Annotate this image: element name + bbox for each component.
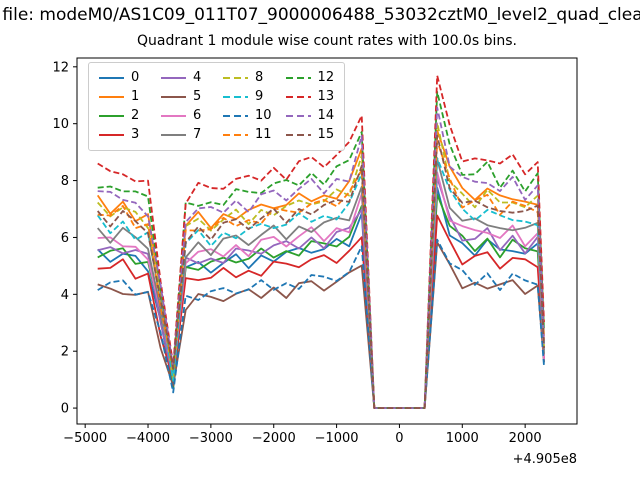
- legend-item-12: 12: [285, 69, 335, 87]
- legend-sample-line: [99, 134, 124, 136]
- legend-item-10: 10: [223, 107, 272, 125]
- legend-item-13: 13: [285, 88, 335, 106]
- series-line-4: [97, 177, 545, 410]
- legend-item-7: 7: [161, 126, 209, 144]
- legend-item-label: 2: [131, 108, 140, 123]
- legend-sample-line: [161, 134, 186, 136]
- legend-item-5: 5: [161, 88, 209, 106]
- legend-item-15: 15: [285, 126, 335, 144]
- series-line-5: [97, 241, 545, 410]
- legend-sample-line: [285, 96, 311, 98]
- series-line-13: [97, 74, 545, 410]
- y-tick-label: 8: [61, 174, 69, 189]
- legend-sample-line: [285, 77, 311, 79]
- legend-item-3: 3: [99, 126, 147, 144]
- legend-item-1: 1: [99, 88, 147, 106]
- suptitle: a file: modeM0/AS1C09_011T07_9000006488_…: [0, 5, 640, 25]
- legend-sample-line: [223, 96, 248, 98]
- legend-item-2: 2: [99, 107, 147, 125]
- legend-item-label: 14: [317, 108, 335, 123]
- y-tick-label: 0: [61, 402, 69, 417]
- legend-item-label: 7: [193, 127, 202, 142]
- legend-sample-line: [223, 115, 248, 117]
- legend-sample-line: [99, 96, 124, 98]
- legend-item-14: 14: [285, 107, 335, 125]
- legend-item-label: 15: [317, 127, 335, 142]
- legend-item-8: 8: [223, 69, 272, 87]
- legend-item-label: 3: [131, 127, 140, 142]
- legend-item-label: 8: [255, 70, 264, 85]
- series-line-15: [97, 134, 545, 410]
- legend-item-label: 6: [193, 108, 202, 123]
- legend-item-label: 5: [193, 89, 202, 104]
- x-tick-label: −5000: [63, 431, 107, 446]
- legend-sample-line: [161, 77, 186, 79]
- legend-sample-line: [285, 134, 311, 136]
- legend-sample-line: [99, 115, 124, 117]
- series-line-6: [97, 171, 545, 410]
- legend-sample-line: [285, 115, 311, 117]
- legend-item-4: 4: [161, 69, 209, 87]
- legend-item-label: 11: [255, 127, 272, 142]
- x-tick-label: −1000: [315, 431, 359, 446]
- x-tick-label: 1000: [446, 431, 479, 446]
- series-line-2: [97, 193, 545, 410]
- y-tick-label: 6: [61, 231, 69, 246]
- legend-sample-line: [223, 134, 248, 136]
- y-tick-label: 2: [61, 345, 69, 360]
- x-tick-label: −3000: [189, 431, 233, 446]
- x-tick-label: −4000: [126, 431, 170, 446]
- x-tick-label: 0: [395, 431, 403, 446]
- plot-frame: [76, 57, 578, 425]
- series-line-10: [97, 238, 545, 410]
- x-axis-offset-label: +4.905e8: [513, 452, 577, 467]
- legend-item-label: 12: [317, 70, 335, 85]
- legend: 0 1 2 3 4 5 6 7 8 9 10 11 12 13 14 15: [88, 62, 346, 151]
- series-line-14: [97, 106, 545, 410]
- legend-item-label: 4: [193, 70, 202, 85]
- legend-item-label: 9: [255, 89, 264, 104]
- series-line-11: [97, 140, 545, 410]
- series-line-9: [96, 157, 545, 410]
- series-line-8: [97, 121, 545, 410]
- series-line-0: [97, 186, 545, 410]
- y-tick-label: 4: [61, 288, 69, 303]
- legend-item-label: 0: [131, 70, 140, 85]
- legend-item-label: 10: [255, 108, 272, 123]
- legend-sample-line: [99, 77, 124, 79]
- y-tick-label: 10: [52, 117, 69, 132]
- axes-title: Quadrant 1 module wise count rates with …: [137, 33, 517, 49]
- legend-item-6: 6: [161, 107, 209, 125]
- legend-item-9: 9: [223, 88, 272, 106]
- x-tick-label: −2000: [252, 431, 296, 446]
- legend-item-11: 11: [223, 126, 272, 144]
- legend-item-label: 13: [317, 89, 335, 104]
- legend-item-label: 1: [131, 89, 140, 104]
- x-tick-label: 2000: [509, 431, 542, 446]
- y-tick-label: 12: [52, 60, 69, 75]
- legend-sample-line: [161, 96, 186, 98]
- legend-item-0: 0: [99, 69, 147, 87]
- legend-sample-line: [161, 115, 186, 117]
- legend-sample-line: [223, 77, 248, 79]
